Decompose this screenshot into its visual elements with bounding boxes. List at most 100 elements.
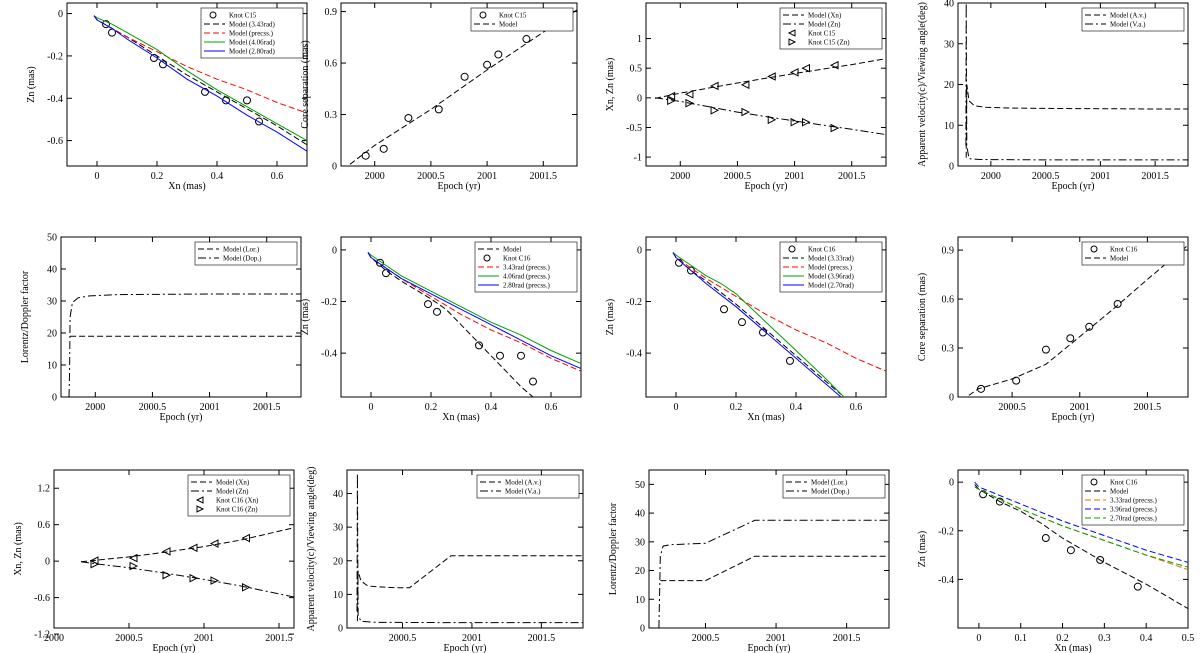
y-tick-label: 0 (640, 624, 645, 635)
legend-entry: 3.96rad (precss.) (1110, 506, 1158, 514)
y-axis-label: Lorentz/Doppler factor (20, 270, 31, 363)
legend-entry: Model (3.33rad) (808, 255, 855, 263)
x-tick-label: 0.5 (1182, 633, 1195, 644)
plot-frame (53, 469, 295, 629)
y-tick-label: 30 (47, 297, 57, 308)
data-point (162, 570, 172, 580)
y-tick-label: 0.3 (325, 110, 338, 121)
series-line (93, 15, 307, 152)
legend-marker (1090, 245, 1098, 253)
data-point (666, 91, 676, 101)
data-point (496, 351, 504, 360)
x-axis-label: Xn (mas) (1054, 643, 1092, 653)
x-tick-label: 2001 (785, 171, 805, 182)
y-axis-label: Zn (mas) (605, 299, 616, 335)
legend-entry: Model (Xn) (216, 479, 250, 487)
x-tick-label: 0.4 (485, 402, 498, 413)
legend: Model (A.v.)Model (V.a.) (1081, 7, 1185, 32)
y-axis-label: Xn, Zn (mas) (605, 58, 616, 112)
series-line (672, 252, 886, 372)
y-tick-label: 0 (45, 557, 50, 568)
data-point (189, 573, 199, 583)
data-point (710, 105, 720, 115)
legend-entry: Knot C15 (499, 12, 527, 20)
y-tick-label: 10 (944, 121, 954, 132)
legend-marker (787, 29, 796, 37)
plot-frame (957, 469, 1189, 629)
data-point (404, 113, 413, 122)
legend-marker (483, 254, 491, 262)
x-tick-label: 2000.5 (724, 171, 752, 182)
y-tick-label: 0.5 (630, 64, 643, 75)
legend-marker (195, 496, 204, 504)
y-tick-label: -0.6 (34, 593, 50, 604)
data-point (767, 72, 776, 81)
data-point (433, 307, 441, 316)
x-tick-label: 2000 (85, 402, 105, 413)
y-tick-label: 1 (637, 34, 642, 45)
x-tick-label: 0.6 (545, 402, 558, 413)
y-axis-label: Core separation (mas) (917, 273, 928, 361)
x-tick-label: 0.4 (790, 402, 803, 413)
legend-entry: Model (V.a.) (505, 488, 541, 496)
series-group (658, 519, 889, 628)
x-tick-label: 2000.5 (1032, 171, 1060, 182)
y-tick-label: -0.4 (321, 349, 337, 360)
series-line (965, 84, 1188, 158)
chart-p12: 0 0.1 0.2 0.3 0.4 0.5 -0.4 -0.2 0 Xn (mas) Zn (mas… (917, 469, 1195, 653)
legend-entry: Model (A.v.) (1110, 12, 1147, 20)
x-tick-label: 0.1 (1014, 633, 1027, 644)
y-tick-label: 30 (944, 39, 954, 50)
x-tick-label: 2000.5 (389, 633, 417, 644)
y-tick-label: 0 (338, 624, 343, 635)
legend-marker (479, 11, 487, 19)
x-tick-label: 2001 (200, 402, 220, 413)
x-tick-label: 2001.5 (838, 171, 866, 182)
y-tick-label: 20 (944, 80, 954, 91)
series-line (356, 473, 583, 624)
x-axis-label: Epoch (yr) (152, 643, 195, 653)
legend-entry: Model (1110, 255, 1128, 263)
x-tick-label: 2001 (194, 633, 214, 644)
legend-box (470, 7, 574, 32)
series-line (658, 519, 889, 628)
legend-box (476, 474, 580, 499)
data-point (382, 269, 390, 278)
y-tick-label: 30 (333, 523, 343, 534)
chart-p3: 2000 2000.5 2001 2001.5 -1 -0.5 0 0.5 1 Epoch (yr… (605, 2, 887, 192)
data-point (460, 72, 469, 81)
data-point (830, 123, 840, 133)
y-tick-label: 20 (333, 556, 343, 567)
data-point (709, 81, 719, 91)
series-line (654, 58, 886, 99)
data-point (767, 115, 777, 125)
chart-p2: 2000 2000.5 2001 2001.5 0 0.3 0.6 0.9 Epoch (yr)… (300, 2, 578, 192)
data-point (801, 63, 810, 73)
series-line (672, 252, 845, 397)
legend-entry: Model (Xn) (808, 12, 842, 20)
data-point (201, 87, 209, 96)
x-tick-label: 2001.5 (253, 402, 281, 413)
legend-marker (788, 245, 796, 253)
data-point (1041, 345, 1050, 354)
legend: Model (Xn)Model (Zn)Knot C16 (Xn)Knot C1… (187, 474, 291, 517)
y-tick-label: 0 (637, 93, 642, 104)
chart-p8: 2000.5 2001 2001.5 0 0.3 0.6 0.9 Epoch (yr) Core… (917, 236, 1189, 423)
x-tick-label: 2001 (1070, 402, 1090, 413)
legend: Model (A.v.)Model (V.a.) (476, 474, 580, 499)
data-point (1066, 546, 1075, 555)
y-axis-label: Lorentz/Doppler factor (608, 502, 619, 595)
plot-frame (340, 2, 578, 167)
series-group (672, 252, 886, 397)
x-tick-label: 0 (369, 402, 374, 413)
series-group (965, 3, 1188, 161)
series-line (349, 9, 577, 165)
plot-frame (60, 236, 302, 398)
legend-entry: Knot C16 (Xn) (216, 497, 259, 505)
legend-entry: Model (precss.) (808, 264, 853, 272)
legend-entry: 4.06rad (precss.) (503, 273, 551, 281)
y-tick-label: 0.9 (942, 246, 955, 257)
legend-entry: Model (3.96rad) (808, 273, 855, 281)
x-tick-label: 2001.5 (833, 633, 861, 644)
plot-frame (645, 2, 887, 167)
